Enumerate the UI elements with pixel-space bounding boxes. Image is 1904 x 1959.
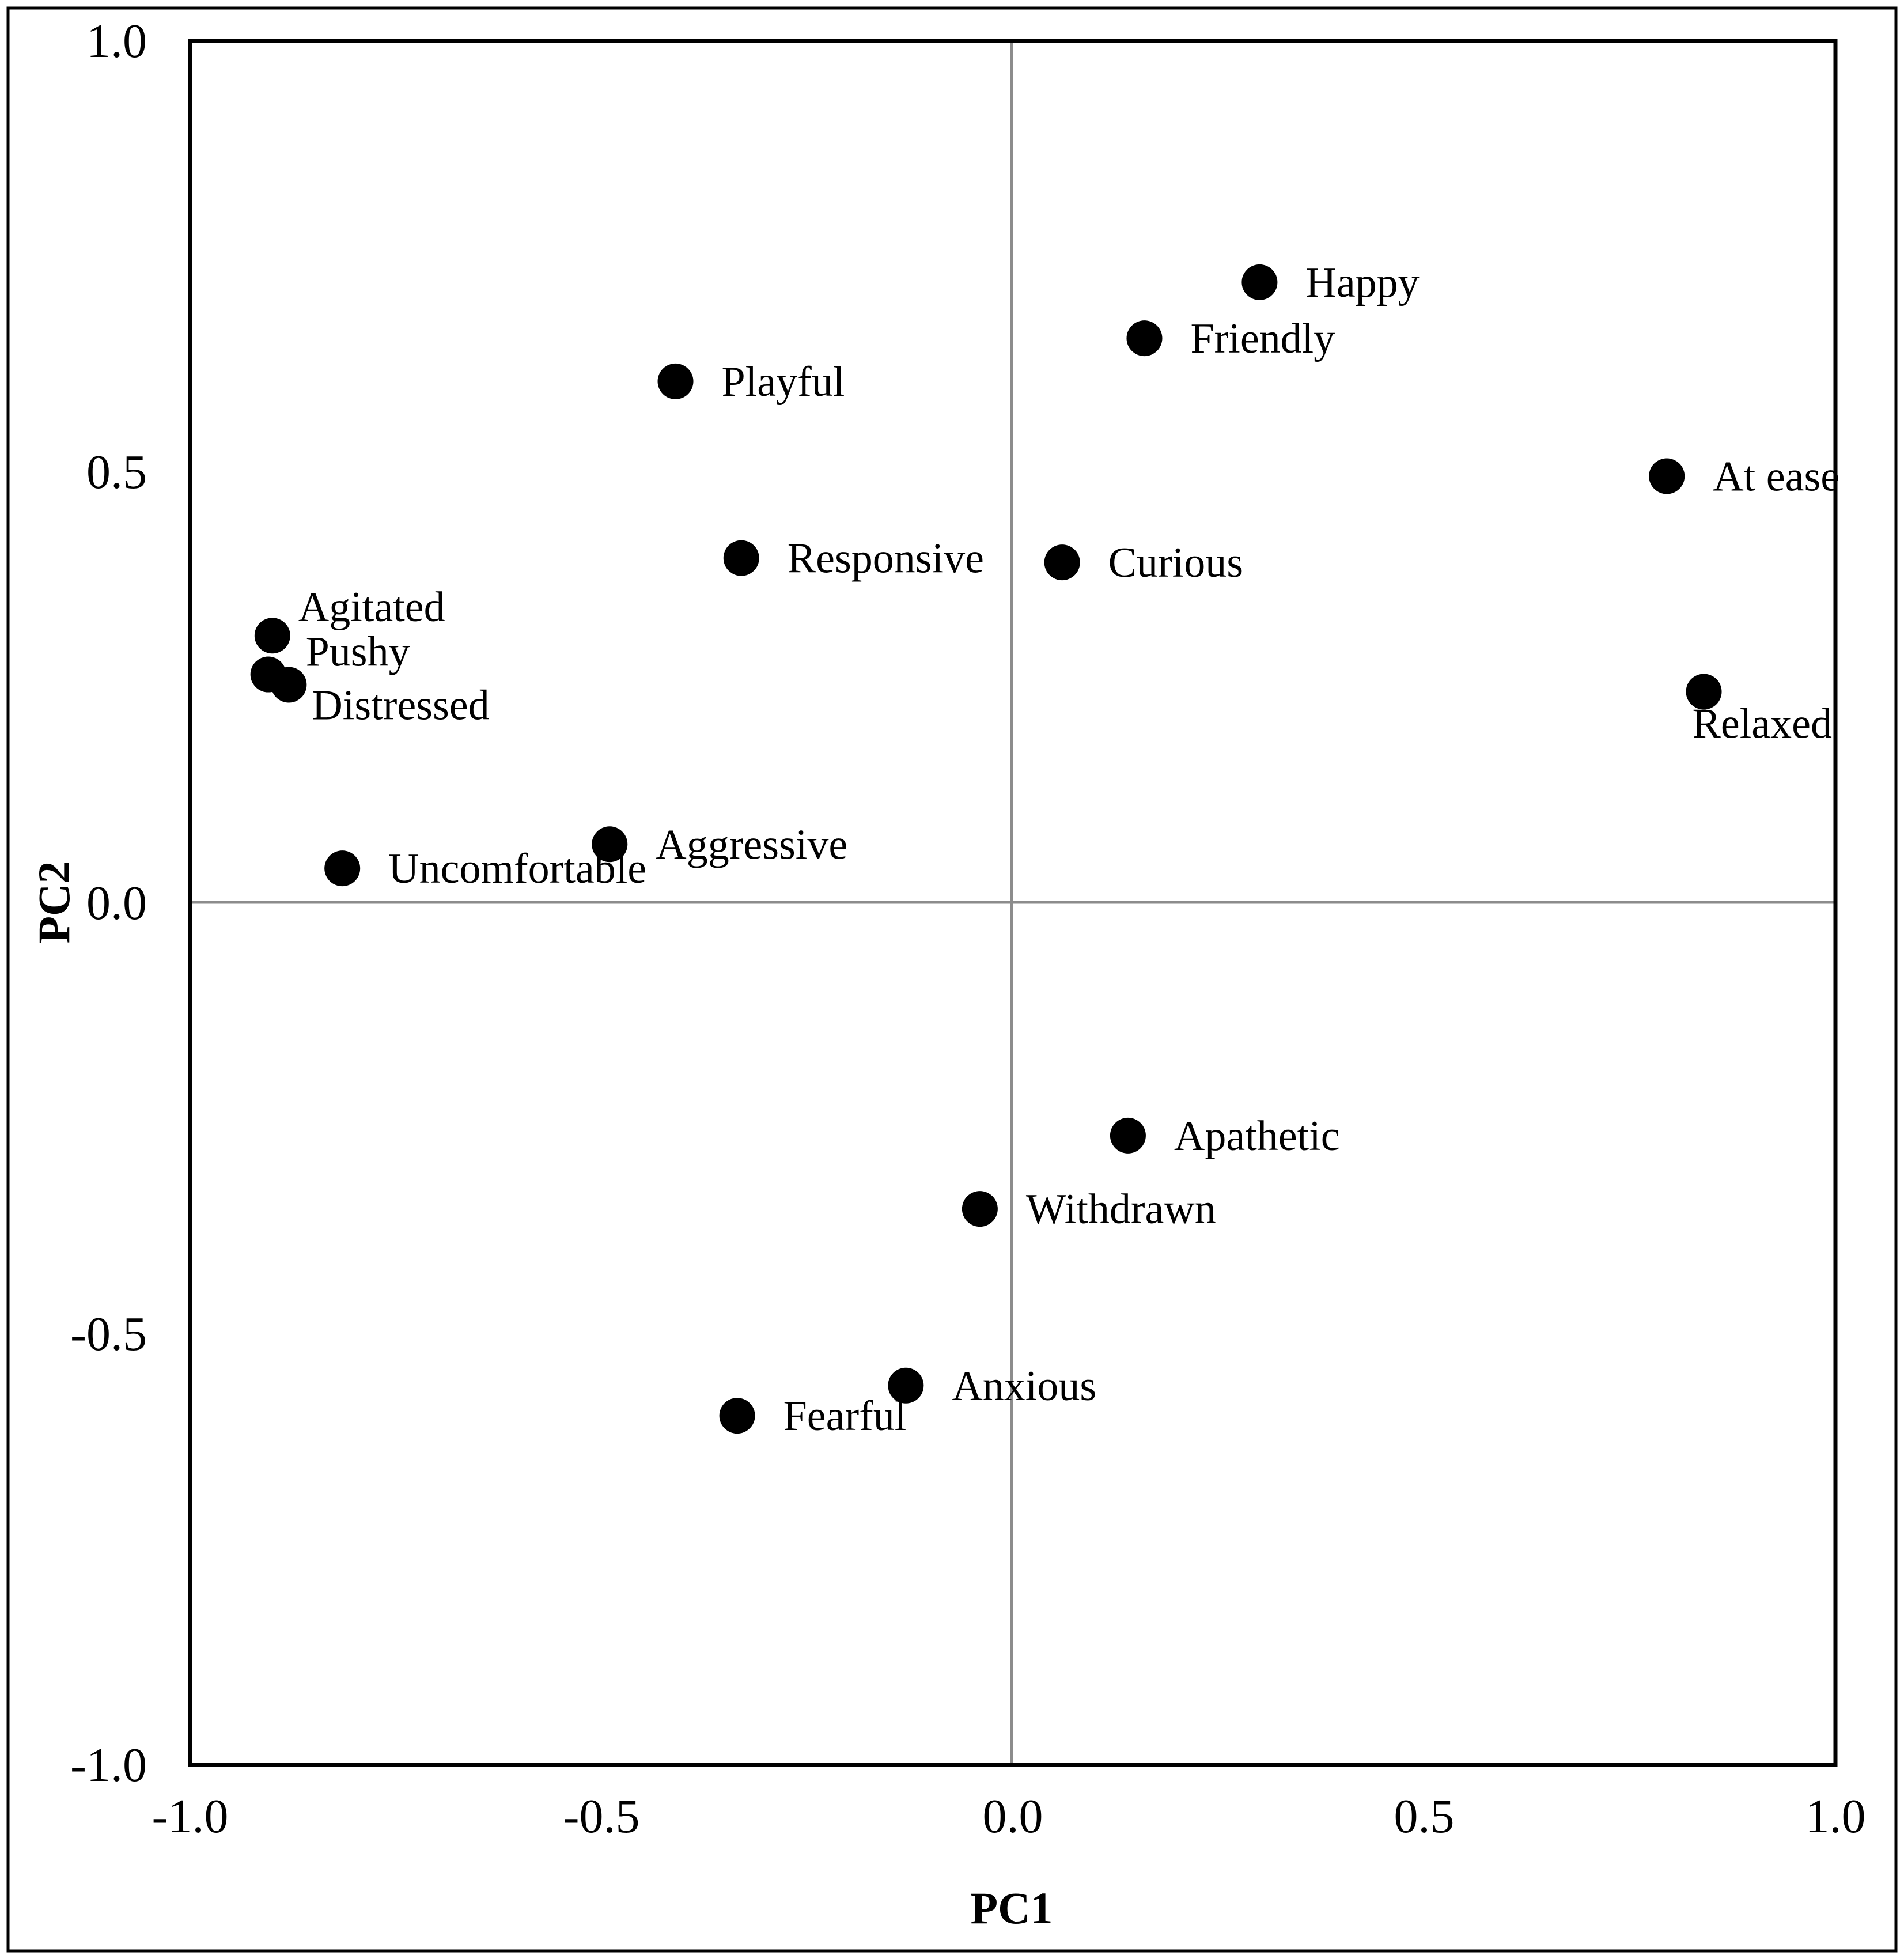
data-point-marker xyxy=(1126,320,1163,357)
data-point-marker xyxy=(723,540,759,576)
x-tick-label: 0.0 xyxy=(983,1790,1043,1843)
data-point-label: Responsive xyxy=(788,535,984,583)
data-point-marker xyxy=(1649,458,1685,494)
data-point-marker xyxy=(1044,544,1080,581)
y-axis-tick-labels: 1.0 0.5 0.0 -0.5 -1.0 xyxy=(70,14,147,1792)
figure-border xyxy=(6,6,1898,1953)
y-axis-title: PC2 xyxy=(29,861,79,944)
x-tick-label: -0.5 xyxy=(563,1790,640,1843)
data-point-marker xyxy=(1241,264,1278,300)
y-tick-label: -1.0 xyxy=(70,1738,147,1792)
y-tick-label: 0.0 xyxy=(86,876,147,930)
plot-area-frame xyxy=(188,39,1838,1767)
data-point-label: Relaxed xyxy=(1693,700,1832,747)
x-axis-title: PC1 xyxy=(971,1883,1053,1933)
data-point-label: Fearful xyxy=(783,1393,907,1440)
data-point-marker xyxy=(592,826,628,863)
data-point-marker xyxy=(657,363,694,399)
data-point-label: Playful xyxy=(722,358,845,406)
data-point-marker xyxy=(271,667,307,703)
data-point-marker xyxy=(1110,1117,1146,1154)
data-point-marker xyxy=(254,618,290,654)
data-point-label: Apathetic xyxy=(1174,1113,1340,1160)
y-tick-label: 1.0 xyxy=(86,14,147,68)
y-tick-label: -0.5 xyxy=(70,1307,147,1361)
x-axis-tick-labels: -1.0 -0.5 0.0 0.5 1.0 xyxy=(152,1790,1866,1843)
x-tick-label: 0.5 xyxy=(1394,1790,1455,1843)
data-point-label: Friendly xyxy=(1190,315,1335,362)
x-tick-label: 1.0 xyxy=(1805,1790,1866,1843)
data-point-marker xyxy=(324,850,361,887)
data-point-label: Happy xyxy=(1305,259,1419,307)
data-point-label: Aggressive xyxy=(656,821,847,868)
data-point-label: Anxious xyxy=(952,1363,1096,1410)
data-point-label: At ease xyxy=(1713,453,1839,500)
data-point-marker xyxy=(962,1191,998,1227)
data-point-label: Withdrawn xyxy=(1026,1186,1216,1233)
data-point-label: Distressed xyxy=(312,682,489,729)
data-point-label: Agitated xyxy=(298,584,445,631)
data-point-label: Pushy xyxy=(306,629,410,676)
data-point-marker xyxy=(888,1367,924,1404)
data-point-label: Curious xyxy=(1108,539,1243,587)
data-point-marker xyxy=(719,1398,755,1434)
y-tick-label: 0.5 xyxy=(86,445,147,499)
data-point-marker xyxy=(1686,674,1722,710)
x-tick-label: -1.0 xyxy=(152,1790,229,1843)
data-point-label: Uncomfortable xyxy=(388,845,646,892)
data-points: Happy Friendly Playful At ease Responsive Cur… xyxy=(250,259,1839,1440)
